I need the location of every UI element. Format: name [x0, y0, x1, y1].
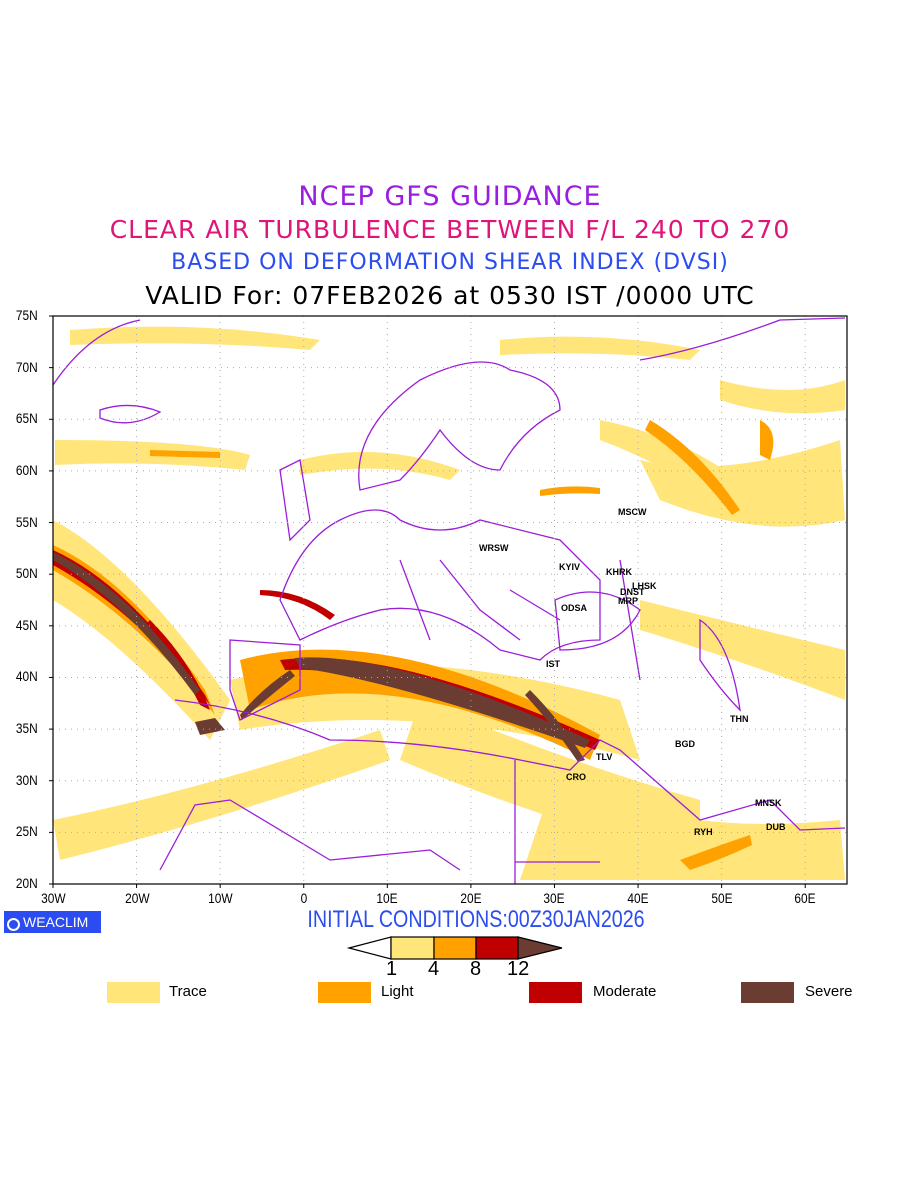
- lon-label: 20W: [124, 890, 150, 906]
- lat-label: 25N: [15, 823, 38, 840]
- colorbar-light: [433, 936, 477, 960]
- legend-swatch-moderate: [529, 982, 582, 1003]
- legend-label: Moderate: [593, 983, 657, 1000]
- lat-label: 60N: [15, 461, 38, 478]
- city-label: MSCW: [618, 507, 647, 517]
- severe-areas: [53, 552, 590, 762]
- chart-title: NCEP GFS GUIDANCE: [298, 181, 602, 212]
- colorbar-tick: 1: [386, 958, 398, 980]
- colorbar-moderate: [475, 936, 519, 960]
- lon-label: 10E: [376, 890, 398, 906]
- lon-label: 30W: [41, 890, 66, 906]
- legend-swatch-light: [318, 982, 371, 1003]
- brand-label: WEACLIM: [23, 914, 89, 930]
- colorbar-trace: [390, 936, 435, 960]
- lon-label: 60E: [794, 890, 816, 906]
- colorbar-tick: 12: [507, 958, 530, 980]
- valid-time: VALID For: 07FEB2026 at 0530 IST /0000 U…: [145, 281, 755, 310]
- city-label: WRSW: [479, 543, 509, 553]
- lat-label: 30N: [15, 771, 38, 788]
- city-label: TLV: [596, 752, 613, 762]
- city-label: ODSA: [561, 603, 588, 613]
- grid: [53, 316, 847, 884]
- city-label: DUB: [766, 822, 786, 832]
- lon-label: 40E: [627, 890, 649, 906]
- city-label: DNST: [620, 587, 645, 597]
- lat-label: 50N: [15, 565, 38, 582]
- legend-swatch-trace: [107, 982, 160, 1003]
- city-label: KHRK: [606, 567, 632, 577]
- lat-label: 20N: [15, 875, 38, 891]
- city-label: THN: [730, 714, 749, 724]
- colorbar-low-arrow: [346, 936, 392, 960]
- city-label: IST: [546, 659, 561, 669]
- copyright-icon: [7, 918, 20, 931]
- lon-label: 30E: [543, 890, 566, 906]
- city-label: KYIV: [559, 562, 581, 572]
- city-label: RYH: [694, 827, 713, 837]
- colorbar-severe-arrow: [517, 936, 563, 960]
- city-label: MRP: [618, 596, 638, 606]
- lat-label: 55N: [15, 513, 38, 530]
- lon-label: 50E: [711, 890, 733, 906]
- coastlines-and-borders: [52, 317, 846, 884]
- lat-label: 65N: [15, 410, 38, 427]
- lon-label: 20E: [460, 890, 482, 906]
- legend-swatch-severe: [741, 982, 794, 1003]
- chart-method: BASED ON DEFORMATION SHEAR INDEX (DVSI): [171, 250, 729, 275]
- initial-conditions: INITIAL CONDITIONS:00Z30JAN2026: [307, 906, 645, 933]
- chart-subtitle: CLEAR AIR TURBULENCE BETWEEN F/L 240 TO …: [109, 215, 791, 244]
- city-label: MNSK: [755, 798, 782, 808]
- legend-label: Severe: [805, 983, 853, 1000]
- lat-label: 70N: [15, 358, 38, 375]
- lat-label: 40N: [15, 668, 38, 685]
- colorbar-tick: 8: [470, 958, 482, 980]
- lat-label: 45N: [15, 616, 38, 633]
- city-label: CRO: [566, 772, 586, 782]
- colorbar-tick: 4: [428, 958, 440, 980]
- map-frame: [52, 315, 848, 885]
- lat-label: 35N: [15, 720, 38, 737]
- city-label: LHSK: [632, 581, 657, 591]
- legend-label: Light: [381, 983, 414, 1000]
- lat-label: 75N: [15, 307, 38, 323]
- lon-label: 10W: [208, 890, 233, 906]
- legend-label: Trace: [169, 983, 207, 1000]
- city-label: BGD: [675, 739, 695, 749]
- weaclim-logo: WEACLIM: [4, 911, 101, 933]
- lon-label: 0: [300, 890, 308, 906]
